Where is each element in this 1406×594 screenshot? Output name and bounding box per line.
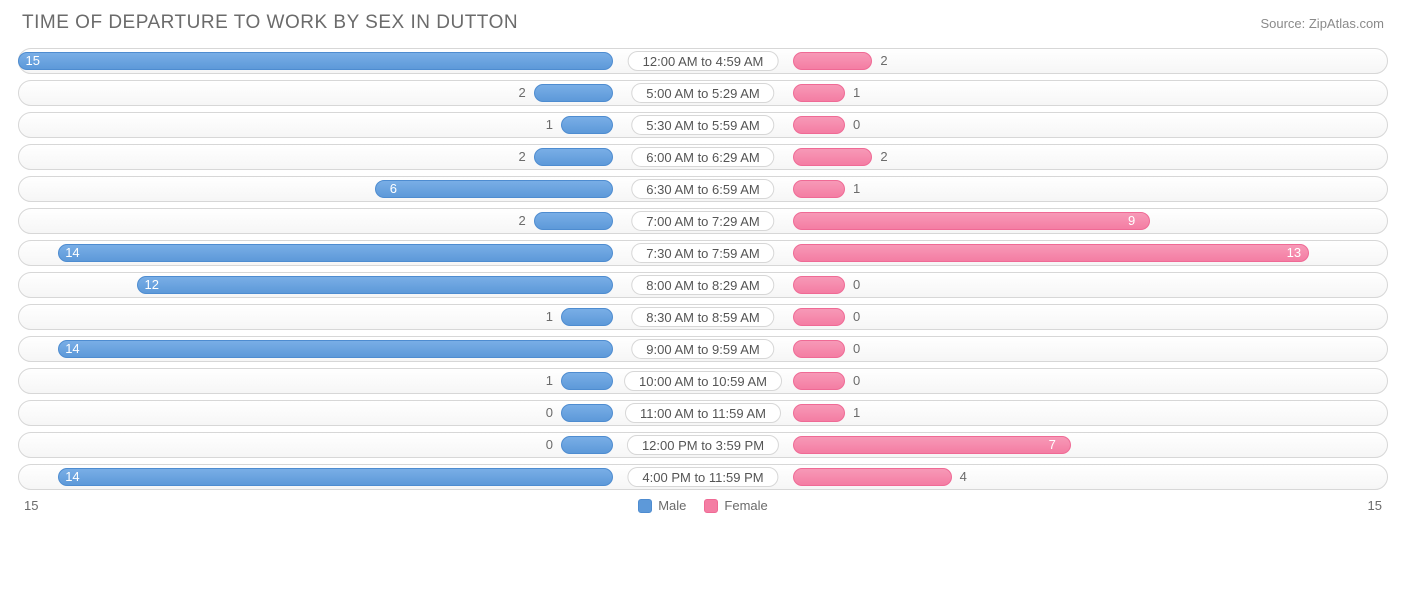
male-value: 6 [390,177,397,201]
male-value: 15 [26,49,40,73]
chart-row: 8:00 AM to 8:29 AM 12 0 [18,272,1388,298]
male-bar [137,276,613,294]
female-bar [793,404,845,422]
female-bar [793,52,872,70]
legend: Male Female [638,498,768,513]
male-value: 2 [518,145,525,169]
row-time-label: 12:00 AM to 4:59 AM [628,51,779,71]
female-value: 9 [1128,209,1135,233]
female-bar [793,148,872,166]
chart-row: 8:30 AM to 8:59 AM 1 0 [18,304,1388,330]
male-bar [561,308,613,326]
female-value: 1 [853,81,860,105]
female-value: 2 [880,145,887,169]
chart-row: 7:00 AM to 7:29 AM 2 9 [18,208,1388,234]
row-time-label: 11:00 AM to 11:59 AM [625,403,781,423]
female-value: 0 [853,337,860,361]
male-bar [534,84,613,102]
male-bar [561,436,613,454]
male-value: 14 [65,465,79,489]
female-bar [793,436,1071,454]
female-bar [793,372,845,390]
chart-row: 5:30 AM to 5:59 AM 1 0 [18,112,1388,138]
female-bar [793,84,845,102]
female-value: 0 [853,113,860,137]
row-time-label: 5:00 AM to 5:29 AM [631,83,774,103]
male-value: 1 [546,113,553,137]
row-time-label: 9:00 AM to 9:59 AM [631,339,774,359]
male-value: 2 [518,81,525,105]
legend-female: Female [704,498,767,513]
female-bar [793,180,845,198]
female-bar [793,308,845,326]
chart-row: 5:00 AM to 5:29 AM 2 1 [18,80,1388,106]
male-bar [58,244,613,262]
male-value: 1 [546,369,553,393]
male-value: 14 [65,241,79,265]
female-value: 0 [853,273,860,297]
row-time-label: 6:00 AM to 6:29 AM [631,147,774,167]
male-value: 2 [518,209,525,233]
male-bar [18,52,613,70]
female-value: 0 [853,305,860,329]
female-value: 1 [853,401,860,425]
row-time-label: 8:30 AM to 8:59 AM [631,307,774,327]
chart-row: 12:00 AM to 4:59 AM 15 2 [18,48,1388,74]
male-bar [561,116,613,134]
female-value: 0 [853,369,860,393]
row-time-label: 10:00 AM to 10:59 AM [624,371,782,391]
female-bar [793,244,1309,262]
row-time-label: 7:30 AM to 7:59 AM [631,243,774,263]
female-bar [793,116,845,134]
chart-footer: 15 Male Female 15 [18,498,1388,513]
swatch-female-icon [704,499,718,513]
axis-right-max: 15 [1368,498,1382,513]
legend-female-label: Female [724,498,767,513]
male-bar [534,212,613,230]
female-value: 2 [880,49,887,73]
male-bar [58,468,613,486]
axis-left-max: 15 [24,498,38,513]
row-time-label: 4:00 PM to 11:59 PM [627,467,778,487]
male-bar [561,404,613,422]
chart-title: TIME OF DEPARTURE TO WORK BY SEX IN DUTT… [22,12,518,34]
female-value: 1 [853,177,860,201]
chart-row: 6:30 AM to 6:59 AM 6 1 [18,176,1388,202]
chart-header: TIME OF DEPARTURE TO WORK BY SEX IN DUTT… [18,12,1388,34]
female-bar [793,340,845,358]
chart-row: 10:00 AM to 10:59 AM 1 0 [18,368,1388,394]
male-value: 12 [145,273,159,297]
row-time-label: 12:00 PM to 3:59 PM [627,435,779,455]
female-value: 7 [1049,433,1056,457]
chart-row: 11:00 AM to 11:59 AM 0 1 [18,400,1388,426]
row-time-label: 7:00 AM to 7:29 AM [631,211,774,231]
male-value: 1 [546,305,553,329]
female-value: 4 [960,465,967,489]
female-bar [793,468,952,486]
male-value: 14 [65,337,79,361]
female-bar [793,212,1150,230]
chart-row: 4:00 PM to 11:59 PM 14 4 [18,464,1388,490]
female-bar [793,276,845,294]
row-time-label: 5:30 AM to 5:59 AM [631,115,774,135]
chart-row: 12:00 PM to 3:59 PM 0 7 [18,432,1388,458]
swatch-male-icon [638,499,652,513]
chart-row: 7:30 AM to 7:59 AM 14 13 [18,240,1388,266]
male-bar [534,148,613,166]
male-bar [58,340,613,358]
row-time-label: 6:30 AM to 6:59 AM [631,179,774,199]
row-time-label: 8:00 AM to 8:29 AM [631,275,774,295]
male-bar [561,372,613,390]
chart-source: Source: ZipAtlas.com [1260,16,1384,31]
legend-male-label: Male [658,498,686,513]
female-value: 13 [1287,241,1301,265]
male-bar [375,180,613,198]
legend-male: Male [638,498,686,513]
male-value: 0 [546,433,553,457]
chart-row: 9:00 AM to 9:59 AM 14 0 [18,336,1388,362]
chart-rows: 12:00 AM to 4:59 AM1525:00 AM to 5:29 AM… [18,48,1388,490]
chart-row: 6:00 AM to 6:29 AM 2 2 [18,144,1388,170]
male-value: 0 [546,401,553,425]
